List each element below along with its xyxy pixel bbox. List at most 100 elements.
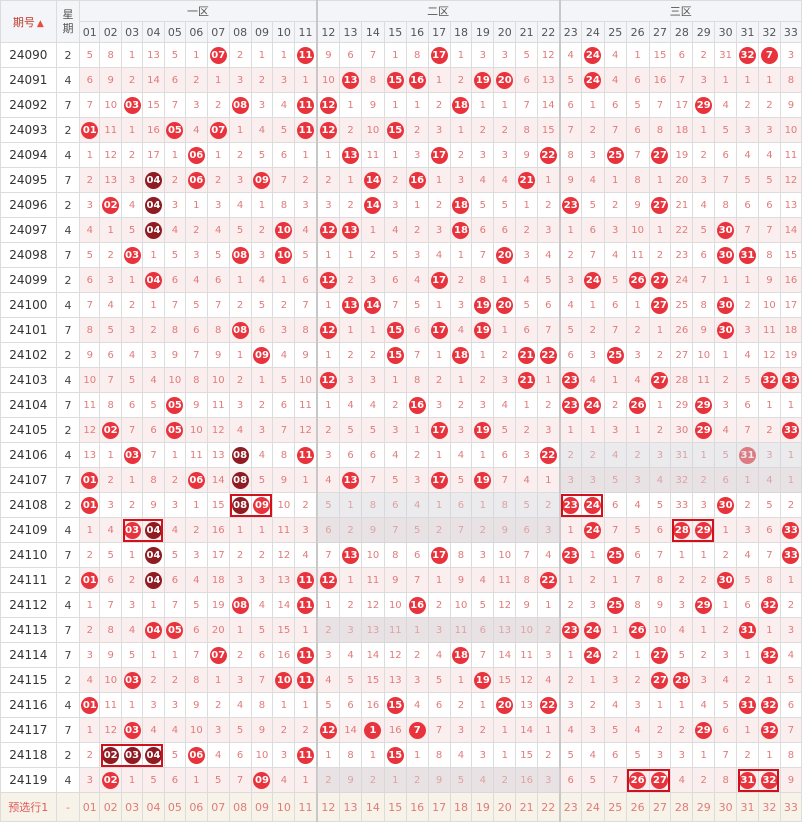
number-cell[interactable]: 2 <box>537 392 561 418</box>
number-cell[interactable]: 10 <box>184 717 208 743</box>
number-cell[interactable]: 1 <box>427 292 451 318</box>
number-cell[interactable]: 4 <box>294 217 318 243</box>
number-cell[interactable]: 19 <box>471 467 495 493</box>
number-cell[interactable]: 12 <box>79 417 101 443</box>
number-cell[interactable]: 5 <box>757 167 781 193</box>
prediction-number-select[interactable]: 25 <box>603 792 627 822</box>
number-cell[interactable]: 4 <box>206 217 230 243</box>
prediction-number-select[interactable]: 10 <box>272 792 296 822</box>
number-cell[interactable]: 1 <box>184 767 208 793</box>
number-cell[interactable]: 1 <box>648 392 672 418</box>
number-cell[interactable]: 6 <box>449 492 473 518</box>
number-cell[interactable]: 1 <box>449 367 473 393</box>
number-cell[interactable]: 05 <box>163 617 186 643</box>
number-cell[interactable]: 2 <box>692 567 716 593</box>
number-cell[interactable]: 10 <box>361 117 385 143</box>
number-cell[interactable]: 1 <box>427 167 451 193</box>
number-cell[interactable]: 1 <box>493 717 517 743</box>
number-cell[interactable]: 3 <box>163 492 186 518</box>
number-cell[interactable]: 6 <box>471 617 495 643</box>
number-cell[interactable]: 11 <box>99 692 123 718</box>
number-cell[interactable]: 4 <box>184 567 208 593</box>
number-cell[interactable]: 04 <box>142 517 165 543</box>
prediction-number-select[interactable]: 13 <box>339 792 362 822</box>
number-cell[interactable]: 6 <box>559 342 582 368</box>
number-cell[interactable]: 5 <box>515 42 539 68</box>
number-cell[interactable]: 31 <box>736 442 759 468</box>
number-cell[interactable]: 32 <box>757 367 781 393</box>
number-cell[interactable]: 7 <box>648 542 672 568</box>
number-cell[interactable]: 6 <box>580 217 605 243</box>
number-cell[interactable]: 2 <box>339 517 362 543</box>
number-cell[interactable]: 17 <box>427 317 451 343</box>
number-cell[interactable]: 4 <box>625 367 650 393</box>
number-cell[interactable]: 8 <box>361 492 385 518</box>
number-cell[interactable]: 1 <box>383 767 407 793</box>
number-cell[interactable]: 2 <box>79 542 101 568</box>
number-cell[interactable]: 1 <box>142 292 165 318</box>
number-cell[interactable]: 07 <box>206 42 230 68</box>
number-cell[interactable]: 4 <box>272 342 296 368</box>
number-cell[interactable]: 08 <box>228 242 252 268</box>
number-cell[interactable]: 5 <box>515 292 539 318</box>
number-cell[interactable]: 5 <box>757 492 781 518</box>
number-cell[interactable]: 1 <box>736 267 759 293</box>
number-cell[interactable]: 8 <box>163 317 186 343</box>
number-cell[interactable]: 2 <box>339 117 362 143</box>
number-cell[interactable]: 8 <box>184 367 208 393</box>
number-cell[interactable]: 11 <box>294 642 318 668</box>
number-cell[interactable]: 7 <box>361 467 385 493</box>
number-cell[interactable]: 1 <box>206 67 230 93</box>
number-header[interactable]: 20 <box>493 21 517 43</box>
number-cell[interactable]: 1 <box>559 217 582 243</box>
number-cell[interactable]: 5 <box>228 217 252 243</box>
number-cell[interactable]: 2 <box>206 92 230 118</box>
number-cell[interactable]: 2 <box>405 767 429 793</box>
number-cell[interactable]: 25 <box>603 342 627 368</box>
number-cell[interactable]: 08 <box>228 467 252 493</box>
number-cell[interactable]: 16 <box>405 67 429 93</box>
number-cell[interactable]: 1 <box>184 42 208 68</box>
number-cell[interactable]: 2 <box>228 542 252 568</box>
number-cell[interactable]: 4 <box>142 367 165 393</box>
number-cell[interactable]: 2 <box>537 492 561 518</box>
prediction-number-select[interactable]: 06 <box>184 792 208 822</box>
number-cell[interactable]: 04 <box>142 217 165 243</box>
number-cell[interactable]: 6 <box>471 217 495 243</box>
number-cell[interactable]: 6 <box>142 417 165 443</box>
number-cell[interactable]: 4 <box>580 742 605 768</box>
number-header[interactable]: 28 <box>670 21 694 43</box>
number-cell[interactable]: 2 <box>625 442 650 468</box>
number-cell[interactable]: 1 <box>537 467 561 493</box>
number-cell[interactable]: 5 <box>580 192 605 218</box>
number-cell[interactable]: 16 <box>272 642 296 668</box>
number-cell[interactable]: 8 <box>383 542 407 568</box>
number-cell[interactable]: 4 <box>537 242 561 268</box>
number-cell[interactable]: 12 <box>316 92 341 118</box>
number-cell[interactable]: 2 <box>121 567 144 593</box>
prediction-number-select[interactable]: 16 <box>405 792 429 822</box>
number-cell[interactable]: 9 <box>339 767 362 793</box>
number-cell[interactable]: 12 <box>316 367 341 393</box>
number-cell[interactable]: 5 <box>163 542 186 568</box>
number-cell[interactable]: 1 <box>294 67 318 93</box>
number-cell[interactable]: 5 <box>515 492 539 518</box>
number-cell[interactable]: 5 <box>779 667 802 693</box>
number-cell[interactable]: 9 <box>316 42 341 68</box>
number-cell[interactable]: 1 <box>625 42 650 68</box>
number-cell[interactable]: 8 <box>559 142 582 168</box>
number-cell[interactable]: 14 <box>361 167 385 193</box>
number-header[interactable]: 26 <box>625 21 650 43</box>
number-cell[interactable]: 2 <box>361 342 385 368</box>
number-cell[interactable]: 1 <box>427 492 451 518</box>
number-cell[interactable]: 4 <box>603 442 627 468</box>
number-cell[interactable]: 06 <box>184 742 208 768</box>
number-cell[interactable]: 15 <box>493 667 517 693</box>
number-cell[interactable]: 16 <box>405 592 429 618</box>
number-cell[interactable]: 3 <box>383 192 407 218</box>
number-cell[interactable]: 2 <box>603 392 627 418</box>
number-cell[interactable]: 5 <box>383 467 407 493</box>
number-cell[interactable]: 14 <box>142 67 165 93</box>
number-cell[interactable]: 1 <box>121 692 144 718</box>
number-cell[interactable]: 8 <box>99 392 123 418</box>
